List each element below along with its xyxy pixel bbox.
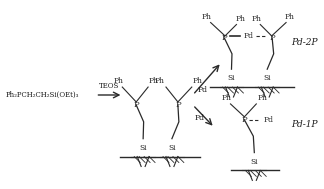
Text: Pd-1P: Pd-1P bbox=[291, 120, 317, 129]
Text: Ph: Ph bbox=[113, 77, 123, 85]
Text: Pd-2P: Pd-2P bbox=[291, 38, 317, 47]
Text: TEOS: TEOS bbox=[99, 82, 120, 90]
Text: Ph: Ph bbox=[149, 77, 159, 85]
Text: Ph: Ph bbox=[202, 13, 212, 21]
Text: Ph: Ph bbox=[285, 13, 295, 21]
Text: Pd: Pd bbox=[195, 114, 205, 122]
Text: Ph: Ph bbox=[251, 15, 261, 22]
Text: Si: Si bbox=[228, 74, 235, 82]
Text: Ph: Ph bbox=[155, 77, 165, 85]
Text: Ph₂PCH₂CH₂Si(OEt)₃: Ph₂PCH₂CH₂Si(OEt)₃ bbox=[5, 91, 78, 99]
Text: Pd: Pd bbox=[263, 116, 273, 124]
Text: Si: Si bbox=[168, 144, 176, 152]
Text: Si: Si bbox=[139, 144, 147, 152]
Text: Si: Si bbox=[263, 74, 271, 82]
Text: P: P bbox=[222, 34, 227, 42]
Text: Ph: Ph bbox=[193, 77, 203, 85]
Text: Ph: Ph bbox=[236, 15, 245, 22]
Text: P: P bbox=[242, 116, 247, 124]
Text: P: P bbox=[269, 34, 275, 42]
Text: Ph: Ph bbox=[257, 94, 267, 102]
Text: Si: Si bbox=[250, 157, 258, 166]
Text: Pd: Pd bbox=[243, 33, 253, 40]
Text: Ph: Ph bbox=[222, 94, 232, 102]
Text: Pd: Pd bbox=[198, 86, 208, 94]
Text: P: P bbox=[133, 101, 139, 109]
Text: P: P bbox=[175, 101, 181, 109]
